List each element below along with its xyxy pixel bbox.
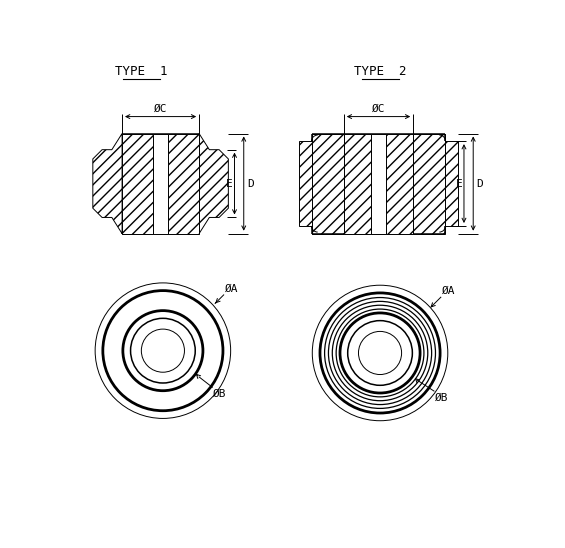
Polygon shape [386,134,413,233]
Text: D: D [476,179,483,189]
Text: E: E [226,179,233,189]
Polygon shape [93,134,122,233]
Text: ØC: ØC [372,104,385,115]
Polygon shape [122,134,153,233]
Bar [153,134,168,233]
Polygon shape [199,134,228,233]
Text: ØB: ØB [214,389,227,399]
Text: D: D [247,179,254,189]
Polygon shape [168,134,199,233]
Polygon shape [413,134,445,233]
Text: TYPE  2: TYPE 2 [354,65,406,78]
Polygon shape [299,141,311,226]
Text: ØC: ØC [154,104,167,115]
Text: ØB: ØB [435,393,449,403]
Polygon shape [445,141,458,226]
Text: ØA: ØA [225,284,238,294]
Bar [371,134,386,233]
Text: ØA: ØA [442,286,455,296]
Polygon shape [311,134,344,233]
Text: E: E [456,179,462,189]
Polygon shape [344,134,371,233]
Text: TYPE  1: TYPE 1 [115,65,168,78]
